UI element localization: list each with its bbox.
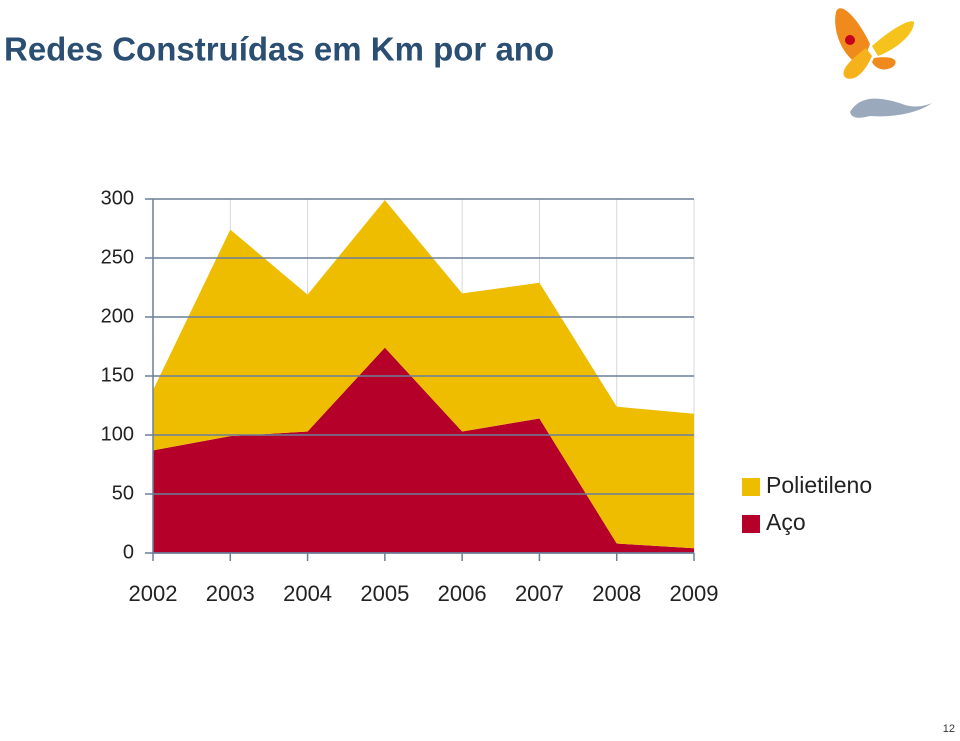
area (153, 347, 694, 553)
logo-wing (872, 21, 914, 56)
x-tick-label: 2007 (515, 581, 564, 606)
legend-swatch (742, 478, 760, 496)
logo-wing (843, 48, 872, 79)
chart-title: Redes Construídas em Km por ano (4, 31, 554, 68)
area (153, 200, 694, 549)
legend-label: Polietileno (766, 472, 872, 498)
x-tick-label: 2002 (129, 581, 178, 606)
y-tick-label: 0 (123, 541, 134, 563)
y-tick-label: 300 (101, 187, 134, 209)
y-tick-label: 100 (101, 423, 134, 445)
y-tick-label: 250 (101, 246, 134, 268)
x-tick-label: 2004 (283, 581, 332, 606)
page-number: 12 (943, 723, 955, 735)
logo-wing (872, 57, 896, 70)
logo-swoosh (850, 98, 932, 118)
legend-swatch (742, 515, 760, 533)
legend-label: Aço (766, 509, 806, 535)
logo (835, 8, 932, 118)
y-tick-label: 200 (101, 305, 134, 327)
x-tick-label: 2009 (670, 581, 719, 606)
x-tick-label: 2006 (438, 581, 487, 606)
x-tick-label: 2008 (592, 581, 641, 606)
x-tick-label: 2005 (360, 581, 409, 606)
y-tick-label: 150 (101, 364, 134, 386)
y-tick-label: 50 (112, 482, 134, 504)
logo-spot (845, 35, 855, 45)
x-tick-label: 2003 (206, 581, 255, 606)
